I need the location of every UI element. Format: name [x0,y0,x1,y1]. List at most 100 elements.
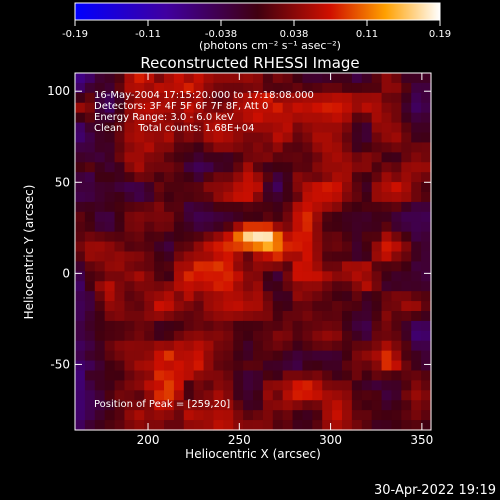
heatmap-cell [262,340,274,352]
heatmap-cell [164,132,175,144]
heatmap-cell [154,251,165,263]
heatmap-cell [243,281,254,292]
heatmap-cell [253,340,264,352]
heatmap-cell [272,330,284,342]
heatmap-cell [203,162,215,173]
heatmap-cell [361,390,373,401]
heatmap-cell [312,152,323,163]
heatmap-cell [144,73,155,84]
heatmap-cell [94,380,106,391]
heatmap-cell [401,231,412,243]
heatmap-cell [154,231,165,243]
heatmap-cell [262,320,274,332]
heatmap-cell [342,231,353,243]
heatmap-cell [104,330,116,342]
heatmap-cell [312,330,323,342]
heatmap-cell [371,281,383,292]
heatmap-cell [282,390,294,401]
heatmap-cell [381,410,393,421]
heatmap-cell [223,192,234,203]
heatmap-cell [173,172,185,183]
heatmap-cell [203,142,215,153]
heatmap-cell [282,211,294,223]
heatmap-cell [104,281,116,292]
heatmap-cell [183,400,195,411]
heatmap-cell [371,410,383,421]
heatmap-cell [233,301,244,312]
heatmap-cell [164,73,175,84]
heatmap-cell [322,420,333,431]
heatmap-cell [411,311,422,322]
heatmap-cell [243,112,254,124]
heatmap-cell [371,82,383,94]
heatmap-cell [421,122,432,134]
heatmap-cell [154,340,165,352]
heatmap-cell [75,390,86,401]
heatmap-cell [183,92,195,104]
heatmap-cell [84,142,96,153]
heatmap-cell [94,231,106,243]
heatmap-cell [282,221,294,233]
heatmap-cell [233,221,244,233]
chart-title: Reconstructed RHESSI Image [140,54,359,72]
heatmap-cell [114,340,126,352]
heatmap-cell [84,192,96,203]
heatmap-cell [134,271,145,282]
heatmap-cell [322,410,333,421]
heatmap-cell [421,340,432,352]
heatmap-cell [272,201,284,213]
heatmap-cell [411,182,422,193]
heatmap-cell [193,350,205,362]
heatmap-cell [233,340,244,352]
heatmap-cell [332,320,343,332]
heatmap-cell [134,102,145,114]
heatmap-cell [84,73,96,84]
heatmap-cell [351,251,363,263]
heatmap-cell [371,380,383,391]
heatmap-cell [401,102,412,114]
heatmap-cell [84,330,96,342]
heatmap-cell [183,221,195,233]
heatmap-cell [243,271,254,282]
heatmap-cell [75,301,86,312]
heatmap-cell [253,231,264,243]
heatmap-cell [114,231,126,243]
heatmap-cell [262,410,274,421]
heatmap-cell [312,132,323,144]
heatmap-cell [351,152,363,163]
heatmap-cell [381,360,393,372]
heatmap-cell [322,370,333,382]
heatmap-cell [233,320,244,332]
heatmap-cell [134,162,145,173]
heatmap-cell [411,420,422,431]
heatmap-cell [302,340,313,352]
heatmap-cell [114,73,126,84]
heatmap-cell [262,231,274,243]
heatmap-cell [381,251,393,263]
heatmap-cell [262,142,274,153]
heatmap-cell [223,92,234,104]
y-tick-label: 50 [55,175,70,189]
heatmap-cell [262,390,274,401]
heatmap-cell [292,102,304,114]
heatmap-cell [75,320,86,332]
heatmap-cell [183,192,195,203]
heatmap-cell [421,241,432,253]
heatmap-cell [144,420,155,431]
heatmap-cell [302,122,313,134]
heatmap-cell [302,201,313,213]
heatmap-cell [114,400,126,411]
heatmap-image [75,73,432,431]
heatmap-cell [391,400,402,411]
heatmap-cell [401,251,412,263]
heatmap-cell [75,211,86,223]
heatmap-cell [292,291,304,302]
heatmap-cell [75,261,86,272]
heatmap-cell [223,301,234,312]
heatmap-cell [322,92,333,104]
heatmap-cell [124,360,135,372]
heatmap-cell [84,162,96,173]
heatmap-cell [253,102,264,114]
heatmap-cell [421,142,432,153]
heatmap-cell [292,231,304,243]
